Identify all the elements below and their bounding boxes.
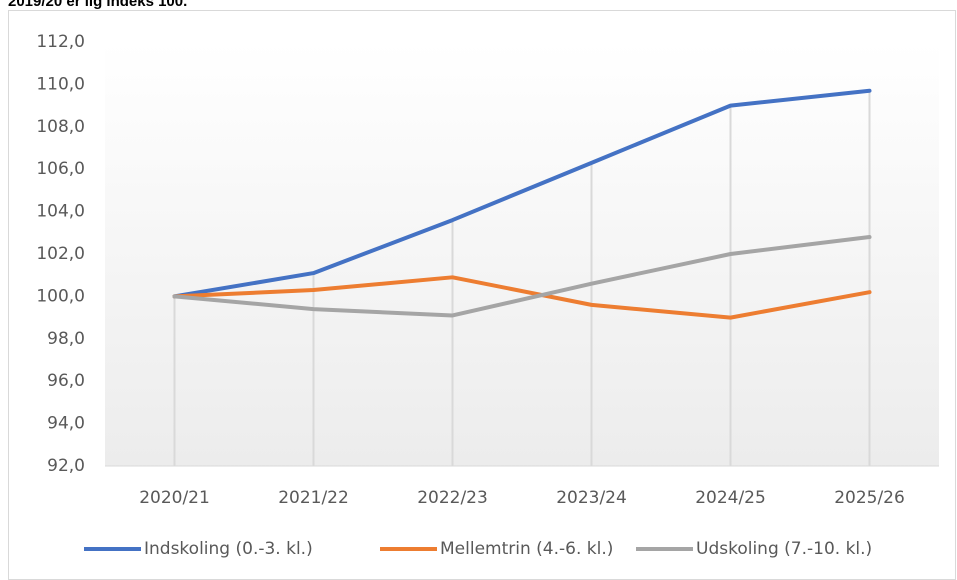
y-tick-label: 112,0 bbox=[36, 32, 85, 52]
plot-area bbox=[105, 42, 939, 466]
x-tick-label: 2022/23 bbox=[417, 488, 488, 508]
x-tick-label: 2021/22 bbox=[278, 488, 349, 508]
y-tick-label: 102,0 bbox=[36, 244, 85, 264]
series-line bbox=[172, 88, 872, 299]
y-tick-label: 108,0 bbox=[36, 117, 85, 137]
y-tick-label: 96,0 bbox=[47, 371, 85, 391]
legend-label: Mellemtrin (4.-6. kl.) bbox=[440, 539, 613, 559]
y-tick-label: 106,0 bbox=[36, 159, 85, 179]
y-tick-label: 94,0 bbox=[47, 414, 85, 434]
x-tick-label: 2024/25 bbox=[695, 488, 766, 508]
series-line bbox=[172, 275, 872, 320]
x-tick-label: 2020/21 bbox=[139, 488, 210, 508]
chart-title: 2019/20 er lig indeks 100. bbox=[8, 0, 187, 10]
x-tick-label: 2025/26 bbox=[834, 488, 905, 508]
y-tick-label: 100,0 bbox=[36, 286, 85, 306]
y-tick-label: 110,0 bbox=[36, 74, 85, 94]
series-line bbox=[172, 235, 872, 318]
x-tick-label: 2023/24 bbox=[556, 488, 627, 508]
legend-label: Udskoling (7.-10. kl.) bbox=[696, 539, 872, 559]
legend-label: Indskoling (0.-3. kl.) bbox=[144, 539, 313, 559]
y-tick-label: 104,0 bbox=[36, 202, 85, 222]
y-tick-label: 98,0 bbox=[47, 329, 85, 349]
y-tick-label: 92,0 bbox=[47, 456, 85, 476]
